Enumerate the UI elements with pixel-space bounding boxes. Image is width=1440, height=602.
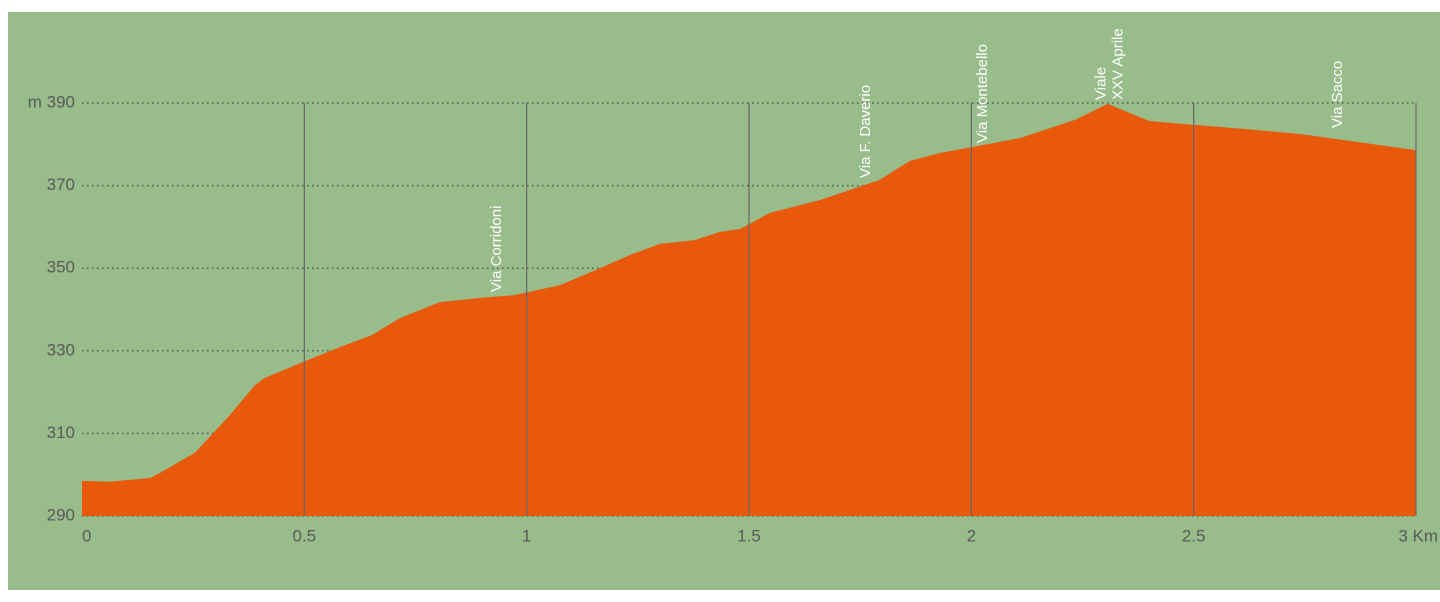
street-label: XXV Aprile: [1109, 28, 1126, 100]
x-tick-label: 0.5: [293, 526, 317, 545]
x-tick-label: 0: [82, 526, 91, 545]
street-label: Via Corridoni: [488, 206, 505, 292]
x-tick-label: 2.5: [1182, 526, 1206, 545]
street-label: Via Montebello: [974, 44, 991, 143]
y-tick-label: 330: [47, 340, 75, 359]
street-label: Via Sacco: [1329, 61, 1346, 128]
y-tick-label: 310: [47, 423, 75, 442]
y-tick-label: 350: [47, 258, 75, 277]
y-tick-label: 370: [47, 175, 75, 194]
x-tick-label: 2: [967, 526, 976, 545]
x-tick-label: 1.5: [737, 526, 761, 545]
y-tick-label: m 390: [28, 92, 75, 111]
x-tick-label: 3 Km: [1398, 526, 1438, 545]
y-tick-label: 290: [47, 505, 75, 524]
street-label: Via F. Daverio: [857, 85, 874, 178]
x-tick-label: 1: [522, 526, 531, 545]
street-label: Viale: [1092, 67, 1109, 100]
